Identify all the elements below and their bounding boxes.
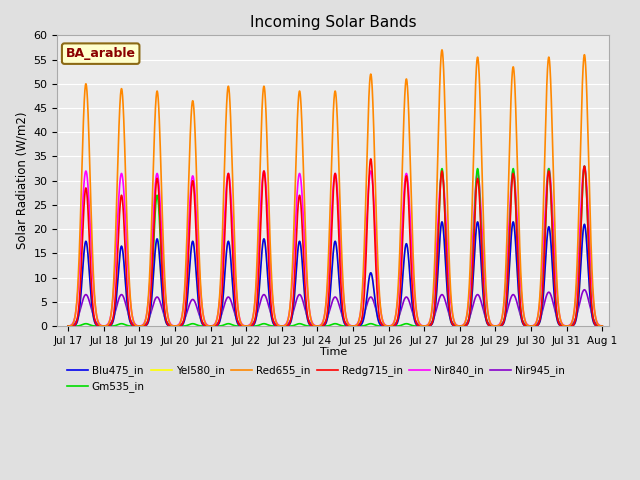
Red655_in — [64, 323, 72, 329]
Nir840_in — [596, 323, 604, 329]
Yel580_in — [64, 323, 72, 329]
Redg715_in — [264, 243, 272, 249]
Redg715_in — [64, 323, 72, 329]
Nir840_in — [484, 314, 492, 320]
Line: Red655_in: Red655_in — [68, 50, 602, 326]
Red655_in — [264, 171, 272, 177]
Yel580_in — [598, 323, 606, 329]
Yel580_in — [173, 323, 180, 329]
Nir945_in — [580, 287, 588, 293]
Nir840_in — [598, 323, 606, 329]
Nir945_in — [598, 323, 606, 329]
Blu475_in — [509, 219, 517, 225]
X-axis label: Time: Time — [320, 347, 347, 357]
Yel580_in — [409, 306, 417, 312]
Nir840_in — [64, 323, 72, 329]
Yel580_in — [509, 219, 517, 225]
Blu475_in — [179, 322, 186, 328]
Blu475_in — [64, 323, 72, 329]
Yel580_in — [596, 323, 604, 329]
Gm535_in — [179, 323, 186, 329]
Nir840_in — [173, 323, 180, 329]
Redg715_in — [484, 322, 492, 328]
Yel580_in — [484, 322, 492, 328]
Redg715_in — [596, 323, 604, 329]
Blu475_in — [409, 306, 417, 312]
Red655_in — [173, 323, 180, 329]
Nir840_in — [580, 163, 588, 169]
Red655_in — [438, 47, 446, 53]
Nir840_in — [264, 218, 272, 224]
Y-axis label: Solar Radiation (W/m2): Solar Radiation (W/m2) — [15, 112, 28, 250]
Nir945_in — [173, 323, 180, 329]
Line: Blu475_in: Blu475_in — [68, 222, 602, 326]
Blu475_in — [264, 278, 272, 284]
Gm535_in — [64, 323, 72, 329]
Text: BA_arable: BA_arable — [66, 47, 136, 60]
Gm535_in — [596, 323, 604, 329]
Gm535_in — [264, 322, 272, 328]
Red655_in — [596, 323, 604, 329]
Gm535_in — [173, 323, 180, 329]
Line: Redg715_in: Redg715_in — [68, 159, 602, 326]
Nir945_in — [264, 300, 272, 306]
Line: Yel580_in: Yel580_in — [68, 222, 602, 326]
Gm535_in — [409, 323, 417, 328]
Line: Nir945_in: Nir945_in — [68, 290, 602, 326]
Redg715_in — [179, 321, 186, 327]
Title: Incoming Solar Bands: Incoming Solar Bands — [250, 15, 417, 30]
Red655_in — [179, 312, 186, 317]
Nir945_in — [596, 323, 604, 329]
Blu475_in — [598, 323, 606, 329]
Yel580_in — [179, 322, 186, 328]
Gm535_in — [484, 322, 492, 328]
Blu475_in — [173, 323, 180, 329]
Gm535_in — [580, 163, 588, 169]
Line: Gm535_in: Gm535_in — [68, 166, 602, 326]
Blu475_in — [484, 322, 492, 328]
Line: Nir840_in: Nir840_in — [68, 166, 602, 326]
Nir945_in — [64, 323, 72, 329]
Redg715_in — [367, 156, 374, 162]
Red655_in — [409, 240, 417, 246]
Gm535_in — [598, 323, 606, 329]
Redg715_in — [409, 293, 417, 299]
Redg715_in — [598, 323, 606, 329]
Yel580_in — [264, 278, 272, 284]
Red655_in — [484, 313, 492, 319]
Nir945_in — [179, 320, 186, 326]
Nir840_in — [409, 263, 417, 269]
Nir945_in — [409, 310, 417, 316]
Red655_in — [598, 323, 606, 329]
Nir945_in — [484, 321, 492, 326]
Legend: Blu475_in, Gm535_in, Yel580_in, Red655_in, Redg715_in, Nir840_in, Nir945_in: Blu475_in, Gm535_in, Yel580_in, Red655_i… — [63, 361, 569, 396]
Blu475_in — [596, 323, 604, 329]
Redg715_in — [173, 323, 180, 329]
Nir840_in — [179, 311, 186, 317]
